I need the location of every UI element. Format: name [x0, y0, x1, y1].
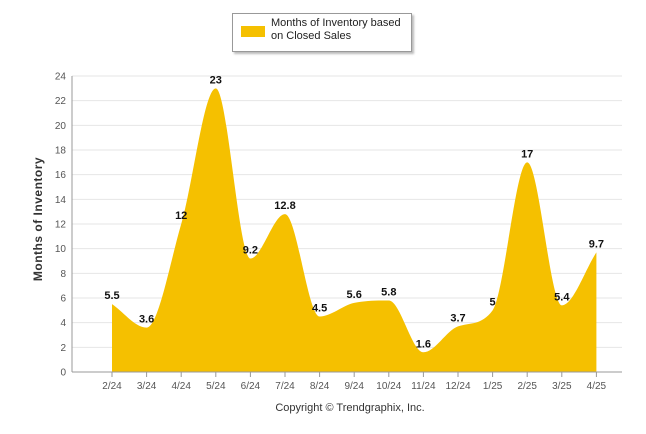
x-tick-label: 5/24 [206, 381, 226, 392]
data-label: 12.8 [274, 200, 295, 212]
x-tick-label: 3/24 [137, 381, 157, 392]
y-axis-label: Months of Inventory [31, 156, 45, 282]
legend-label: Months of Inventory based on Closed Sale… [271, 17, 401, 42]
y-tick-label: 16 [55, 170, 67, 181]
x-tick-label: 4/25 [587, 381, 607, 392]
y-tick-label: 22 [55, 96, 67, 107]
y-tick-label: 24 [55, 72, 67, 83]
data-label: 3.6 [139, 314, 154, 326]
x-tick-label: 4/24 [171, 381, 191, 392]
y-tick-label: 4 [60, 318, 66, 329]
y-tick-label: 10 [55, 244, 67, 255]
x-tick-label: 12/24 [445, 381, 470, 392]
y-tick-label: 18 [55, 146, 67, 157]
y-tick-label: 8 [60, 269, 66, 280]
data-label: 5 [490, 296, 496, 308]
copyright-footer: Copyright © Trendgraphix, Inc. [275, 402, 425, 414]
x-tick-label: 6/24 [241, 381, 261, 392]
x-tick-label: 9/24 [344, 381, 364, 392]
data-label: 1.6 [416, 338, 431, 350]
x-tick-label: 2/24 [102, 381, 122, 392]
x-tick-label: 3/25 [552, 381, 572, 392]
y-tick-label: 6 [60, 294, 66, 305]
y-tick-label: 0 [60, 368, 66, 379]
data-label: 3.7 [450, 312, 465, 324]
data-label: 5.8 [381, 286, 396, 298]
x-tick-label: 1/25 [483, 381, 503, 392]
legend-swatch [241, 26, 265, 37]
data-label: 5.4 [554, 291, 570, 303]
data-label: 9.7 [589, 238, 604, 250]
x-tick-label: 8/24 [310, 381, 330, 392]
data-label: 4.5 [312, 303, 327, 315]
area-series [112, 88, 597, 372]
data-label: 12 [175, 210, 187, 222]
legend: Months of Inventory based on Closed Sale… [232, 13, 412, 52]
data-label: 5.5 [104, 290, 119, 302]
y-tick-label: 12 [55, 220, 67, 231]
data-label: 17 [521, 148, 533, 160]
data-label: 9.2 [243, 245, 258, 257]
x-tick-label: 11/24 [411, 381, 436, 392]
y-tick-label: 14 [55, 195, 67, 206]
x-tick-label: 2/25 [517, 381, 537, 392]
y-tick-label: 20 [55, 121, 67, 132]
x-tick-label: 10/24 [376, 381, 401, 392]
data-label: 5.6 [347, 289, 362, 301]
data-label: 23 [210, 74, 222, 86]
x-tick-label: 7/24 [275, 381, 295, 392]
y-tick-label: 2 [60, 343, 66, 354]
